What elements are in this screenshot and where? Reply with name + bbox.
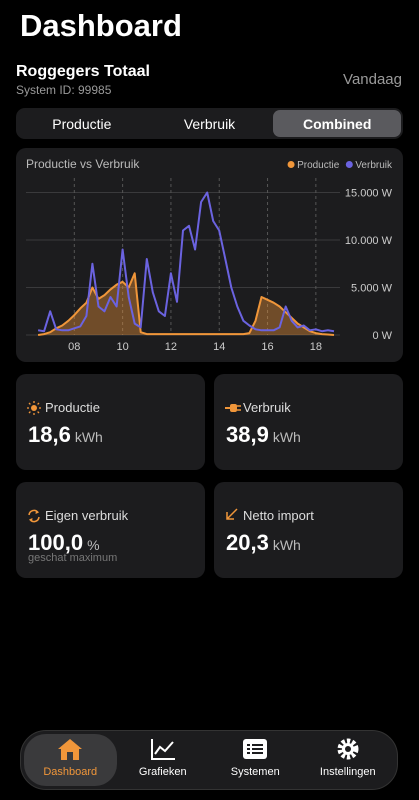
legend-label: Verbruik [355, 160, 393, 171]
area [38, 273, 334, 335]
system-id: System ID: 99985 [16, 83, 112, 97]
chart-panel: Productie vs Verbruik 0 W 5.000 W 10.000 W 1… [16, 148, 403, 362]
card-note: geschat maximum [28, 552, 118, 564]
tab[interactable]: Productie [52, 115, 112, 132]
nav-label: Instellingen [319, 766, 376, 778]
card-label: Productie [45, 400, 100, 415]
card: Verbruik 38,9 kWh [214, 374, 403, 470]
nav-label: Dashboard [43, 766, 98, 778]
list-icon [243, 739, 268, 759]
system-name: Roggegers Totaal [16, 63, 150, 80]
cycle-icon [28, 509, 40, 523]
arrow-icon [226, 508, 238, 520]
line [37, 191, 335, 333]
card-unit: kWh [272, 537, 301, 553]
home-icon [58, 739, 83, 760]
card-unit: % [87, 537, 100, 553]
legend-dot [287, 161, 295, 168]
nav-label: Grafieken [138, 766, 187, 778]
card-unit: kWh [74, 429, 103, 445]
x-tick-label: 12 [165, 341, 177, 353]
segmented-control: Productie Verbruik Combined [16, 108, 403, 139]
card-value: 100,0 [28, 530, 84, 555]
nav-item[interactable]: Systemen [209, 734, 302, 786]
chart: Productie vs Verbruik 0 W 5.000 W 10.000 W 1… [26, 157, 393, 353]
y-tick-label: 15.000 W [345, 188, 393, 200]
y-tick-label: 5.000 W [351, 283, 393, 295]
card-value: 20,3 [226, 530, 269, 555]
card: Netto import 20,3 kWh [214, 482, 403, 578]
x-tick-label: 08 [68, 341, 80, 353]
tab[interactable]: Verbruik [183, 115, 236, 132]
nav-item[interactable]: Dashboard [24, 734, 117, 786]
card-label: Eigen verbruik [45, 508, 129, 523]
x-tick-label: 14 [213, 341, 225, 353]
card-unit: kWh [272, 429, 301, 445]
nav-item[interactable]: Grafieken [117, 734, 210, 786]
x-tick-label: 16 [261, 341, 273, 353]
tab[interactable]: Combined [273, 110, 402, 137]
x-tick-label: 18 [310, 341, 322, 353]
sun-icon [27, 401, 41, 415]
chart-icon [150, 739, 175, 760]
tab-bar: Dashboard Grafieken Systemen Instellinge… [20, 730, 398, 790]
x-tick-label: 10 [116, 341, 128, 353]
y-tick-label: 10.000 W [345, 235, 393, 247]
card: Eigen verbruik 100,0% geschat maximum [16, 482, 205, 578]
card-value: 38,9 [226, 422, 269, 447]
card-label: Verbruik [243, 400, 291, 415]
y-tick-label: 0 W [372, 330, 392, 342]
card-value: 18,6 [28, 422, 71, 447]
page-title: Dashboard [20, 8, 182, 43]
chart-title: Productie vs Verbruik [26, 157, 140, 171]
legend-label: Productie [297, 160, 340, 171]
card: Productie 18,6 kWh [16, 374, 205, 470]
gear-icon [337, 738, 359, 760]
card-label: Netto import [243, 508, 314, 523]
plug-icon [225, 404, 241, 412]
nav-item[interactable]: Instellingen [302, 734, 395, 786]
period-selector[interactable]: Vandaag [343, 71, 402, 88]
legend-dot [345, 161, 353, 168]
nav-label: Systemen [230, 766, 280, 778]
